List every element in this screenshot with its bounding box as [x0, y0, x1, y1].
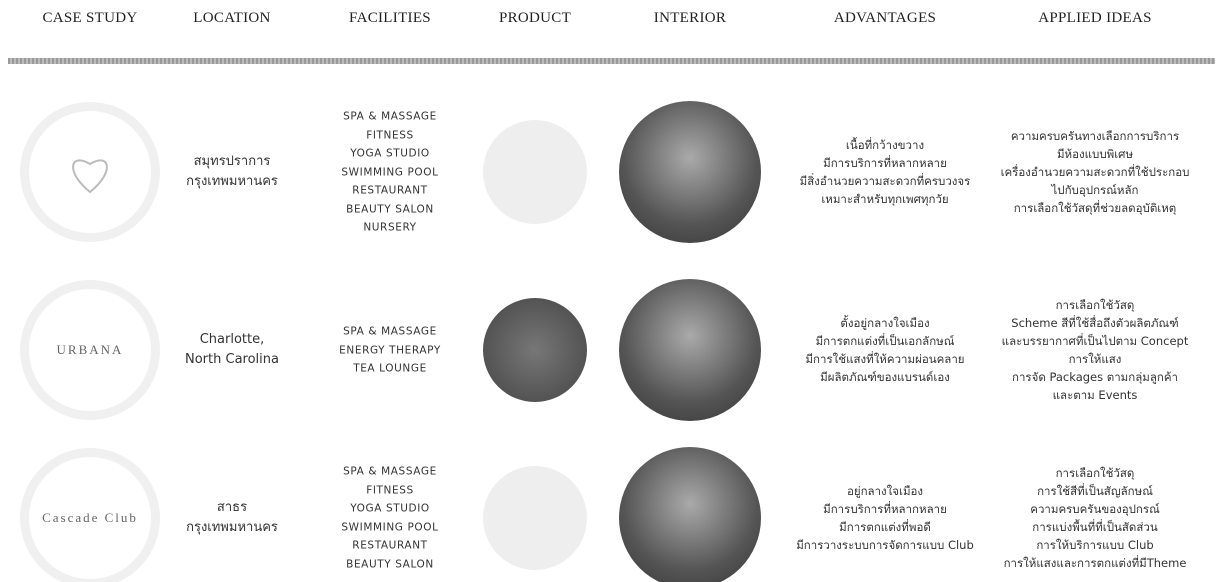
- idea: Scheme สีที่ใช้สื่อถึงตัวผลิตภัณฑ์: [1011, 316, 1179, 330]
- facility: SPA & MASSAGE: [343, 325, 437, 338]
- logo: URBANA: [20, 280, 160, 420]
- location-line: Charlotte,: [199, 332, 265, 347]
- idea: และตาม Events: [1052, 388, 1138, 402]
- idea: ไปกับอุปกรณ์หลัก: [1051, 183, 1139, 197]
- idea: การให้บริการแบบ Club: [1036, 538, 1154, 552]
- idea: เครื่องอำนวยความสะดวกที่ใช้ประกอบ: [1000, 165, 1190, 179]
- facility: SWIMMING POOL: [341, 165, 439, 178]
- advantage: มีการตกแต่งที่พอดี: [839, 520, 931, 534]
- idea: การให้แสงและการตกแต่งที่มีTheme: [1003, 556, 1187, 570]
- header-rule: [8, 58, 1215, 64]
- advantage: มีการใช้แสงที่ให้ความผ่อนคลาย: [805, 352, 965, 366]
- advantage: เหมาะสำหรับทุกเพศทุกวัย: [821, 192, 949, 206]
- applied-ideas: ความครบครันทางเลือกการบริการมีห้องแบบพิเ…: [975, 127, 1215, 217]
- advantage: ตั้งอยู่กลางใจเมือง: [840, 316, 930, 330]
- idea: การเลือกใช้วัสดุที่ช่วยลดอุบัติเหตุ: [1013, 201, 1177, 215]
- applied-ideas: การเลือกใช้วัสดุการใช้สีที่เป็นสัญลักษณ์…: [975, 464, 1215, 572]
- location-line: สมุทรปราการ: [193, 154, 271, 169]
- idea: การแบ่งพื้นที่ที่เป็นสัดส่วน: [1032, 520, 1158, 534]
- location-line: North Carolina: [185, 352, 279, 367]
- interior-image: [619, 279, 761, 421]
- facility: BEAUTY SALON: [346, 558, 434, 570]
- logo: [20, 102, 160, 242]
- location: สาธรกรุงเทพมหานคร: [112, 498, 352, 538]
- column-header: CASE STUDY: [42, 10, 138, 26]
- facility: RESTAURANT: [352, 184, 428, 197]
- idea: ความครบครันของอุปกรณ์: [1030, 502, 1160, 516]
- advantage: มีการวางระบบการจัดการแบบ Club: [796, 538, 974, 552]
- column-header: FACILITIES: [349, 10, 431, 26]
- interior-image: [619, 101, 761, 243]
- facilities: SPA & MASSAGE FITNESS YOGA STUDIO SWIMMING …: [270, 463, 510, 574]
- column-header: INTERIOR: [653, 10, 727, 26]
- facilities: SPA & MASSAGE ENERGY THERAPY TEA LOUNGE: [270, 322, 510, 378]
- idea: การใช้สีที่เป็นสัญลักษณ์: [1037, 484, 1153, 498]
- facility: SWIMMING POOL: [341, 521, 439, 533]
- advantage: มีสิ่งอำนวยความสะดวกที่ครบวงจร: [799, 174, 971, 188]
- idea: มีห้องแบบพิเศษ: [1056, 147, 1134, 161]
- column-header: ADVANTAGES: [833, 10, 937, 26]
- location-line: กรุงเทพมหานคร: [186, 174, 278, 189]
- idea: การจัด Packages ตามกลุ่มลูกค้า: [1011, 370, 1179, 384]
- facility: YOGA STUDIO: [350, 502, 430, 515]
- facility: RESTAURANT: [352, 539, 428, 552]
- advantage: มีการบริการที่หลากหลาย: [823, 502, 947, 516]
- product-image: [483, 466, 587, 570]
- location: Charlotte, North Carolina: [112, 330, 352, 370]
- column-header: LOCATION: [193, 10, 271, 26]
- location-line: กรุงเทพมหานคร: [186, 520, 278, 535]
- advantage: อยู่กลางใจเมือง: [846, 484, 924, 498]
- product-image: [483, 298, 587, 402]
- idea: การให้แสง: [1068, 352, 1122, 366]
- facilities: SPA & MASSAGE FITNESS YOGA STUDIO SWIMMING …: [270, 107, 510, 237]
- advantages: ตั้งอยู่กลางใจเมืองมีการตกแต่งที่เป็นเอก…: [765, 314, 1005, 386]
- facility: FITNESS: [366, 128, 414, 141]
- column-header: PRODUCT: [498, 10, 572, 26]
- advantage: เนื้อที่กว้างขวาง: [845, 138, 925, 152]
- facility: SPA & MASSAGE: [343, 465, 437, 478]
- facility: TEA LOUNGE: [353, 362, 427, 375]
- advantage: มีการตกแต่งที่เป็นเอกลักษณ์: [815, 334, 955, 348]
- facility: FITNESS: [366, 484, 414, 496]
- facility: SPA & MASSAGE: [343, 110, 437, 123]
- idea: การเลือกใช้วัสดุ: [1055, 298, 1135, 312]
- interior-image: [619, 447, 761, 582]
- facility: BEAUTY SALON: [346, 202, 434, 215]
- logo: Cascade Club: [20, 448, 160, 582]
- location-line: สาธร: [216, 500, 248, 515]
- column-header: APPLIED IDEAS: [1038, 10, 1152, 26]
- idea: และบรรยากาศที่เป็นไปตาม Concept: [1001, 334, 1189, 348]
- advantage: มีผลิตภัณฑ์ของแบรนด์เอง: [820, 370, 950, 384]
- advantages: เนื้อที่กว้างขวางมีการบริการที่หลากหลายม…: [765, 136, 1005, 208]
- facility: ENERGY THERAPY: [339, 343, 441, 356]
- facility: YOGA STUDIO: [350, 147, 430, 160]
- logo-icon: [72, 159, 108, 194]
- idea: การเลือกใช้วัสดุ: [1055, 466, 1135, 480]
- facility: NURSERY: [363, 221, 417, 234]
- advantages: อยู่กลางใจเมืองมีการบริการที่หลากหลายมีก…: [765, 482, 1005, 554]
- location: สมุทรปราการกรุงเทพมหานคร: [112, 152, 352, 192]
- idea: ความครบครันทางเลือกการบริการ: [1010, 129, 1180, 143]
- applied-ideas: การเลือกใช้วัสดุ Scheme สีที่ใช้สื่อถึงตั…: [975, 296, 1215, 404]
- product-image: [483, 120, 587, 224]
- advantage: มีการบริการที่หลากหลาย: [823, 156, 947, 170]
